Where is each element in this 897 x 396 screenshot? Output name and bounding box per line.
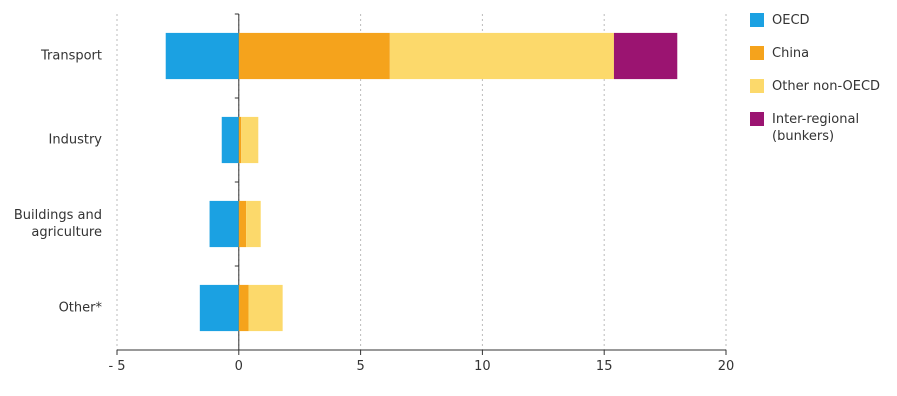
x-tick-label: 15 [596,359,613,374]
bar [248,284,283,332]
legend-swatch [750,46,764,60]
legend-item: China [750,45,897,62]
bar [221,116,239,164]
bar [613,32,678,80]
y-tick-label: Other* [58,300,102,316]
bar [238,116,242,164]
y-tick-label: Industry [48,132,102,148]
legend-swatch [750,79,764,93]
legend-label: Inter-regional (bunkers) [772,112,860,144]
y-tick-label: Transport [40,48,102,64]
legend-label: OECD [772,13,810,28]
x-tick-label: 0 [235,359,243,374]
bar [165,32,239,80]
bar [238,284,249,332]
legend-item: Inter-regional (bunkers) [750,111,897,145]
x-tick-label: 20 [718,359,735,374]
bar [199,284,239,332]
x-tick-label: 5 [356,359,364,374]
x-tick-label: 10 [474,359,491,374]
bar [209,200,239,248]
legend-swatch [750,13,764,27]
bar [241,116,259,164]
x-tick-label: - 5 [108,359,125,374]
bar [246,200,261,248]
bar [238,32,390,80]
bar [389,32,614,80]
legend-label: China [772,46,810,61]
y-tick-label: Buildings and agriculture [13,208,102,240]
legend-label: Other non-OECD [772,79,881,94]
legend-swatch [750,112,764,126]
legend-item: OECD [750,12,897,29]
legend-item: Other non-OECD [750,78,897,95]
bar [238,200,247,248]
